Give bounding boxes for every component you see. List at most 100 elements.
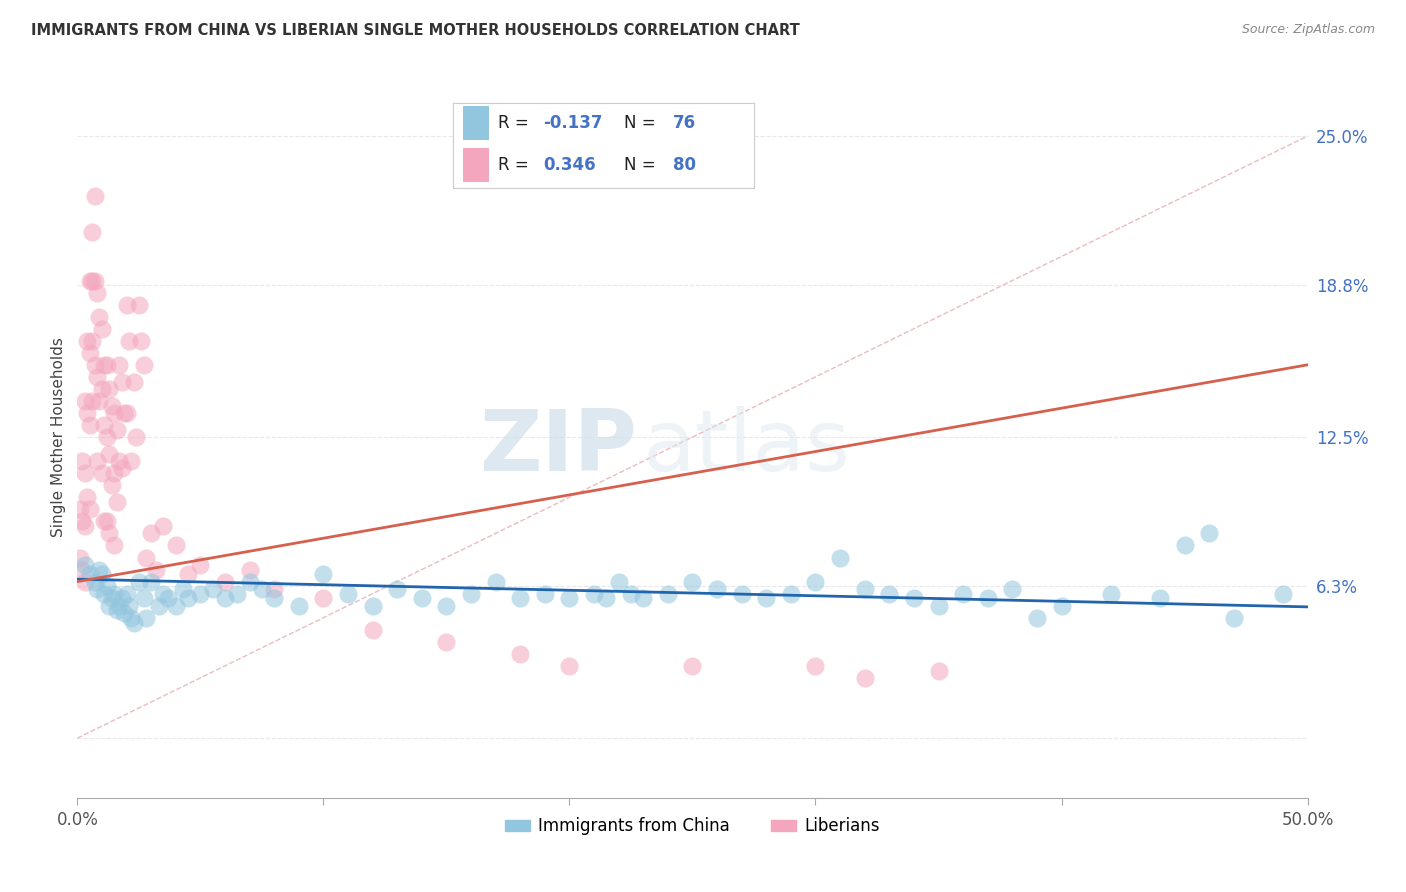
Point [152, 519, 174, 533]
Point [96, 430, 118, 444]
Point [152, 587, 174, 601]
Point [90, 322, 114, 336]
Point [952, 587, 974, 601]
Point [977, 591, 1000, 606]
Point [312, 567, 335, 582]
Point [436, 635, 458, 649]
Point [361, 599, 384, 613]
Point [755, 591, 778, 606]
Point [98, 447, 121, 461]
Point [250, 582, 273, 596]
Point [706, 582, 728, 596]
Point [172, 582, 194, 596]
Point [132, 591, 155, 606]
Point [93, 417, 115, 432]
Point [73, 466, 96, 480]
Point [853, 582, 876, 596]
Point [79, 345, 101, 359]
Point [128, 574, 150, 589]
Point [98, 382, 121, 396]
Legend: Immigrants from China, Liberians: Immigrants from China, Liberians [498, 811, 887, 842]
Point [82, 273, 104, 287]
Point [69, 550, 91, 565]
Point [118, 599, 141, 613]
Point [93, 514, 115, 528]
Point [103, 466, 125, 480]
Point [112, 406, 135, 420]
Point [93, 587, 115, 601]
Point [93, 358, 115, 372]
Point [460, 587, 482, 601]
Point [89, 393, 111, 408]
Point [288, 599, 311, 613]
Point [141, 526, 163, 541]
Point [879, 587, 901, 601]
Point [121, 610, 143, 624]
Point [90, 567, 114, 582]
Point [135, 610, 157, 624]
Point [76, 406, 98, 420]
Point [1198, 526, 1220, 541]
Point [118, 334, 141, 348]
Point [76, 490, 98, 504]
Point [86, 454, 108, 468]
Point [361, 623, 384, 637]
Point [657, 587, 679, 601]
Point [804, 658, 827, 673]
Point [263, 582, 285, 596]
Point [1272, 587, 1295, 601]
Point [73, 519, 96, 533]
Point [141, 574, 163, 589]
Point [620, 587, 643, 601]
Point [76, 334, 98, 348]
Point [96, 514, 118, 528]
Point [101, 399, 124, 413]
Point [86, 369, 108, 384]
Point [103, 587, 125, 601]
Point [157, 591, 180, 606]
Point [928, 599, 950, 613]
Point [105, 603, 128, 617]
Point [79, 502, 101, 516]
Point [853, 671, 876, 685]
Point [830, 550, 852, 565]
Point [105, 495, 128, 509]
Point [177, 591, 200, 606]
Point [1174, 538, 1197, 552]
Point [337, 587, 360, 601]
Point [89, 562, 111, 576]
Point [188, 587, 212, 601]
Point [103, 406, 125, 420]
Point [312, 591, 335, 606]
Point [96, 579, 118, 593]
Point [804, 574, 827, 589]
Point [165, 599, 187, 613]
Point [125, 430, 148, 444]
Point [214, 591, 236, 606]
Point [145, 562, 167, 576]
Point [82, 393, 104, 408]
Point [103, 538, 125, 552]
Point [111, 375, 132, 389]
Text: atlas: atlas [644, 407, 851, 490]
Point [558, 591, 581, 606]
Point [70, 454, 93, 468]
Point [188, 558, 212, 572]
Point [1050, 599, 1073, 613]
Point [1026, 610, 1049, 624]
Point [112, 606, 135, 620]
Point [69, 502, 91, 516]
Point [485, 574, 508, 589]
Point [108, 358, 131, 372]
Point [115, 406, 138, 420]
Point [70, 514, 93, 528]
Point [1149, 591, 1171, 606]
Text: Source: ZipAtlas.com: Source: ZipAtlas.com [1241, 23, 1375, 37]
Point [129, 334, 153, 348]
Point [83, 358, 105, 372]
Point [96, 358, 118, 372]
Point [79, 567, 101, 582]
Point [73, 558, 96, 572]
Point [682, 658, 704, 673]
Point [132, 358, 155, 372]
